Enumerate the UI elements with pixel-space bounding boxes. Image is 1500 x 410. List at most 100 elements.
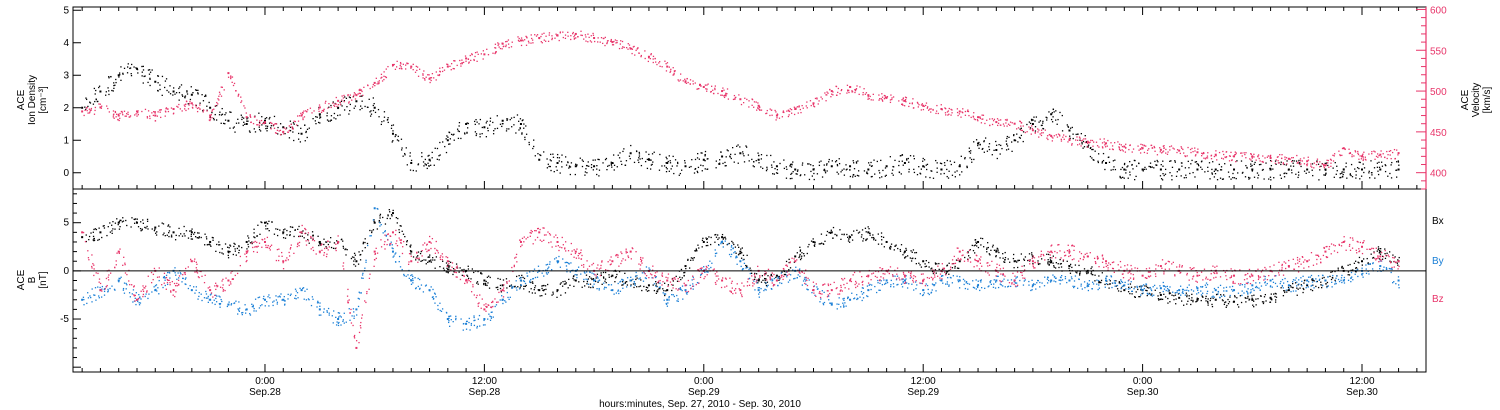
bx-sample (161, 222, 163, 224)
velocity-sample (1088, 142, 1090, 144)
bx-sample (467, 268, 470, 270)
by-point (391, 250, 394, 253)
bx-sample (410, 244, 412, 246)
density-sample (289, 126, 292, 128)
velocity-sample (126, 113, 128, 115)
density-sample (758, 162, 760, 164)
density-sample (241, 116, 243, 118)
density-sample (315, 116, 317, 118)
velocity-sample (1131, 151, 1133, 153)
bx-sample (1373, 251, 1375, 253)
by-sample (921, 294, 924, 297)
density-sample (816, 173, 819, 175)
bx-sample (1163, 293, 1165, 295)
by-sample (736, 256, 738, 258)
by-sample (877, 279, 879, 282)
density-sample (510, 117, 513, 119)
velocity-sample (551, 35, 553, 37)
bx-sample (369, 229, 371, 232)
by-sample (639, 277, 641, 279)
density-sample (988, 148, 991, 151)
bx-sample (103, 225, 105, 227)
by-sample (515, 280, 517, 282)
velocity-point (1214, 153, 1217, 156)
density-sample (1318, 179, 1320, 181)
velocity-sample (183, 108, 186, 110)
velocity-sample (551, 38, 553, 41)
density-sample (1066, 124, 1068, 126)
by-sample (122, 289, 125, 291)
density-sample (882, 169, 884, 172)
bx-sample (1160, 298, 1162, 301)
density-sample (1355, 177, 1357, 179)
bx-sample (595, 277, 597, 279)
velocity-sample (423, 78, 426, 80)
density-sample (456, 128, 459, 130)
velocity-sample (545, 35, 547, 37)
bx-sample (935, 272, 937, 274)
density-sample (913, 158, 915, 160)
bx-sample (446, 267, 448, 269)
velocity-sample (1279, 154, 1281, 156)
bx-sample (345, 254, 347, 256)
density-sample (986, 150, 989, 152)
by-sample (901, 286, 904, 288)
bx-sample (183, 233, 185, 235)
velocity-sample (654, 57, 656, 60)
velocity-sample (213, 108, 215, 110)
by-sample (140, 298, 142, 300)
bx-sample (1186, 303, 1188, 305)
bx-sample (111, 230, 113, 232)
velocity-sample (380, 77, 382, 79)
bx-sample (168, 231, 170, 234)
density-sample (1144, 166, 1146, 169)
bx-sample (480, 272, 482, 275)
velocity-sample (700, 85, 702, 87)
density-sample (326, 112, 328, 114)
velocity-sample (967, 109, 969, 111)
by-sample (866, 295, 868, 297)
velocity-sample (1229, 155, 1232, 157)
bx-sample (562, 280, 564, 283)
bx-point (117, 221, 120, 224)
velocity-sample (986, 119, 988, 121)
bx-sample (234, 243, 236, 245)
by-sample (526, 275, 529, 277)
by-sample (319, 305, 321, 307)
velocity-sample (271, 122, 273, 125)
velocity-sample (482, 58, 484, 60)
bx-sample (419, 252, 422, 255)
by-sample (927, 292, 929, 295)
bx-sample (861, 229, 864, 231)
by-sample (158, 279, 160, 282)
by-sample (537, 265, 540, 267)
by-sample (557, 260, 560, 262)
bx-sample (185, 230, 188, 232)
density-sample (1180, 175, 1182, 177)
density-point (958, 165, 961, 168)
by-sample (89, 295, 91, 297)
velocity-sample (1009, 121, 1012, 123)
velocity-sample (1244, 153, 1246, 156)
bx-sample (1366, 257, 1368, 260)
bx-sample (293, 235, 295, 238)
density-sample (1349, 174, 1351, 176)
bx-sample (694, 250, 697, 252)
density-sample (279, 123, 282, 125)
density-sample (259, 130, 262, 132)
by-point (209, 298, 212, 301)
bx-sample (1310, 288, 1312, 291)
by-sample (771, 280, 773, 282)
velocity-sample (758, 106, 761, 108)
bx-sample (905, 247, 907, 250)
density-point (1251, 168, 1254, 171)
velocity-sample (137, 114, 139, 116)
velocity-sample (202, 111, 204, 113)
velocity-sample (460, 63, 462, 65)
density-point (227, 119, 230, 122)
bx-sample (830, 232, 832, 234)
bx-point (355, 260, 358, 263)
density-sample (1032, 119, 1034, 121)
velocity-sample (554, 37, 556, 39)
bx-sample (1290, 286, 1292, 288)
